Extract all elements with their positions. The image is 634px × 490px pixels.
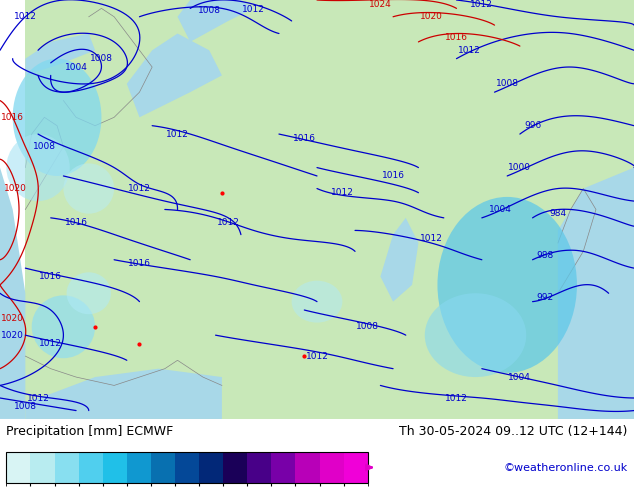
Text: 1016: 1016 [39,272,62,281]
Text: 1008: 1008 [198,6,221,15]
Ellipse shape [292,281,342,322]
Text: 1004: 1004 [508,372,531,382]
Text: 1012: 1012 [39,339,62,348]
Text: 1020: 1020 [1,331,24,340]
Text: ©weatheronline.co.uk: ©weatheronline.co.uk [503,463,628,473]
Text: Th 30-05-2024 09..12 UTC (12+144): Th 30-05-2024 09..12 UTC (12+144) [399,425,628,438]
Text: 1016: 1016 [382,172,404,180]
Text: 1012: 1012 [306,352,328,361]
Polygon shape [558,168,634,419]
Text: 1012: 1012 [331,188,354,197]
Ellipse shape [32,295,95,358]
Ellipse shape [437,197,577,373]
Text: 1016: 1016 [1,113,24,122]
Polygon shape [127,33,222,117]
Text: Precipitation [mm] ECMWF: Precipitation [mm] ECMWF [6,425,174,438]
Text: 1008: 1008 [14,402,37,411]
Text: 1016: 1016 [65,218,87,226]
Polygon shape [178,0,254,42]
Text: 1012: 1012 [470,0,493,9]
Ellipse shape [63,163,114,214]
Text: 1012: 1012 [458,46,481,55]
Ellipse shape [425,293,526,377]
Text: 1000: 1000 [508,163,531,172]
Text: 1024: 1024 [369,0,392,9]
Text: 1016: 1016 [293,134,316,143]
Text: 1012: 1012 [445,393,468,402]
Text: 1012: 1012 [27,393,49,402]
Text: 1012: 1012 [128,184,151,193]
Text: 1020: 1020 [420,12,443,21]
Text: 1016: 1016 [445,33,468,42]
Text: 1008: 1008 [90,54,113,63]
Polygon shape [0,168,25,419]
Text: 1012: 1012 [420,234,443,244]
Text: 1020: 1020 [1,314,24,323]
Text: 1020: 1020 [4,184,27,193]
Text: 1004: 1004 [65,63,87,72]
Text: 1004: 1004 [489,205,512,214]
Text: 1012: 1012 [217,218,240,226]
Text: 996: 996 [524,121,541,130]
Ellipse shape [13,59,101,176]
Ellipse shape [6,134,70,201]
Text: 1012: 1012 [242,5,265,14]
Text: 1008: 1008 [33,142,56,151]
Text: 1016: 1016 [128,259,151,269]
Polygon shape [25,33,95,75]
Text: 984: 984 [549,209,567,218]
Text: 1012: 1012 [14,12,37,21]
Text: 1008: 1008 [496,79,519,88]
Text: 1012: 1012 [166,129,189,139]
Polygon shape [25,368,222,419]
Ellipse shape [67,272,111,314]
Text: 988: 988 [536,251,554,260]
Polygon shape [380,218,418,302]
Text: 1008: 1008 [356,322,379,331]
Text: 992: 992 [536,293,554,302]
